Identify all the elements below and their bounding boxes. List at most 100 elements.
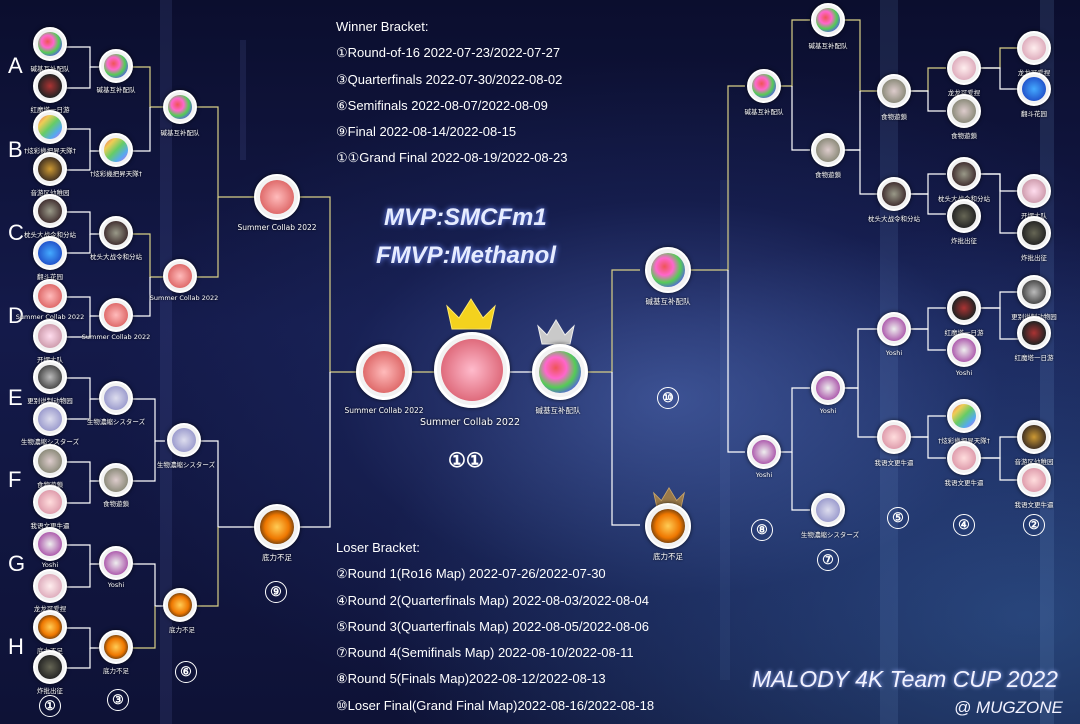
team-name: 碱基互补配队 bbox=[744, 108, 784, 116]
team-avatar[interactable] bbox=[1017, 316, 1051, 350]
team-avatar[interactable] bbox=[33, 360, 67, 394]
team-avatar[interactable] bbox=[99, 463, 133, 497]
team-avatar[interactable] bbox=[99, 133, 133, 167]
team-avatar[interactable] bbox=[645, 247, 691, 293]
team-avatar[interactable] bbox=[33, 485, 67, 519]
team-avatar[interactable] bbox=[947, 157, 981, 191]
team-avatar[interactable] bbox=[947, 399, 981, 433]
team-name: 底力不足 bbox=[262, 553, 292, 562]
team-avatar[interactable] bbox=[811, 371, 845, 405]
team-avatar[interactable] bbox=[99, 546, 133, 580]
team-name: 我语文更牛逼 bbox=[30, 522, 70, 530]
team-avatar[interactable] bbox=[163, 259, 197, 293]
team-avatar[interactable] bbox=[254, 174, 300, 220]
schedule-row: ⑥Semifinals 2022-08-07/2022-08-09 bbox=[336, 97, 548, 113]
team-name: 碱基互补配队 bbox=[645, 297, 691, 306]
team-name: 我语文更牛逼 bbox=[1014, 501, 1054, 509]
team-name: 音游区幼稚园 bbox=[1014, 458, 1054, 466]
team-name: Yoshi bbox=[819, 407, 837, 415]
team-avatar[interactable] bbox=[811, 493, 845, 527]
team-avatar[interactable] bbox=[167, 423, 201, 457]
team-name: 生物濃縮シスターズ bbox=[86, 418, 146, 426]
team-avatar[interactable] bbox=[33, 402, 67, 436]
team-avatar[interactable] bbox=[947, 441, 981, 475]
team-avatar[interactable] bbox=[811, 3, 845, 37]
team-avatar[interactable] bbox=[1017, 275, 1051, 309]
team-avatar[interactable] bbox=[1017, 216, 1051, 250]
team-avatar[interactable] bbox=[747, 435, 781, 469]
team-avatar[interactable] bbox=[877, 74, 911, 108]
round-marker-2: ② bbox=[1023, 514, 1045, 536]
schedule-row: ①①Grand Final 2022-08-19/2022-08-23 bbox=[336, 150, 568, 166]
group-letter-g: G bbox=[8, 551, 26, 576]
team-avatar[interactable] bbox=[33, 319, 67, 353]
team-avatar[interactable] bbox=[33, 152, 67, 186]
team-avatar[interactable] bbox=[99, 381, 133, 415]
team-name: 我语文更牛逼 bbox=[874, 459, 914, 467]
team-name: 枕头大战令和分站 bbox=[24, 231, 76, 239]
team-avatar[interactable] bbox=[645, 503, 691, 549]
team-avatar[interactable] bbox=[947, 51, 981, 85]
team-avatar[interactable] bbox=[947, 199, 981, 233]
fmvp-label: FMVP:Methanol bbox=[376, 242, 556, 269]
round-marker-7: ⑦ bbox=[817, 549, 839, 571]
team-avatar[interactable] bbox=[33, 69, 67, 103]
team-avatar[interactable] bbox=[947, 94, 981, 128]
team-name: Summer Collab 2022 bbox=[344, 406, 424, 415]
team-avatar[interactable] bbox=[1017, 174, 1051, 208]
champion-name: Summer Collab 2022 bbox=[419, 417, 521, 428]
team-name: 翻斗花园 bbox=[37, 273, 63, 281]
team-avatar[interactable] bbox=[356, 344, 412, 400]
team-name: Yoshi bbox=[755, 471, 773, 479]
team-avatar[interactable] bbox=[99, 630, 133, 664]
team-name: 生物濃縮シスターズ bbox=[20, 438, 80, 446]
team-avatar[interactable] bbox=[747, 69, 781, 103]
champion-avatar[interactable] bbox=[434, 332, 510, 408]
team-avatar[interactable] bbox=[33, 610, 67, 644]
team-avatar[interactable] bbox=[33, 650, 67, 684]
team-avatar[interactable] bbox=[877, 312, 911, 346]
team-avatar[interactable] bbox=[163, 90, 197, 124]
team-name: Summer Collab 2022 bbox=[237, 223, 317, 232]
gold-crown-icon bbox=[446, 298, 496, 330]
round-marker-11: ①① bbox=[448, 450, 484, 472]
team-name: Yoshi bbox=[885, 349, 903, 357]
team-avatar[interactable] bbox=[33, 279, 67, 313]
round-marker-3: ③ bbox=[107, 689, 129, 711]
team-avatar[interactable] bbox=[99, 216, 133, 250]
team-avatar[interactable] bbox=[1017, 463, 1051, 497]
team-avatar[interactable] bbox=[1017, 420, 1051, 454]
team-avatar[interactable] bbox=[1017, 72, 1051, 106]
team-avatar[interactable] bbox=[99, 298, 133, 332]
team-avatar[interactable] bbox=[33, 194, 67, 228]
team-avatar[interactable] bbox=[532, 344, 588, 400]
team-avatar[interactable] bbox=[947, 291, 981, 325]
bg-stripe bbox=[720, 180, 730, 680]
team-name: 底力不足 bbox=[169, 626, 195, 634]
team-avatar[interactable] bbox=[811, 133, 845, 167]
schedule-row: ⑦Round 4(Semifinals Map) 2022-08-10/2022… bbox=[336, 645, 634, 661]
team-name: 翻斗花园 bbox=[1021, 110, 1047, 118]
team-name: 更别说制动物园 bbox=[27, 397, 73, 405]
schedule-row: ⑧Round 5(Finals Map)2022-08-12/2022-08-1… bbox=[336, 671, 606, 687]
team-avatar[interactable] bbox=[33, 444, 67, 478]
team-avatar[interactable] bbox=[33, 527, 67, 561]
bg-stripe bbox=[160, 0, 172, 724]
team-avatar[interactable] bbox=[1017, 31, 1051, 65]
team-avatar[interactable] bbox=[33, 110, 67, 144]
group-letter-h: H bbox=[8, 634, 24, 659]
team-name: 生物濃縮シスターズ bbox=[156, 461, 216, 469]
team-avatar[interactable] bbox=[254, 504, 300, 550]
team-avatar[interactable] bbox=[33, 27, 67, 61]
team-name: 碱基互补配队 bbox=[808, 42, 848, 50]
team-avatar[interactable] bbox=[947, 333, 981, 367]
team-avatar[interactable] bbox=[33, 569, 67, 603]
team-name: 红魔塔一日游 bbox=[1014, 354, 1054, 362]
team-avatar[interactable] bbox=[877, 420, 911, 454]
team-name: 炸批出征 bbox=[951, 237, 977, 245]
team-avatar[interactable] bbox=[877, 177, 911, 211]
team-avatar[interactable] bbox=[99, 49, 133, 83]
bg-stripe bbox=[240, 40, 246, 160]
team-avatar[interactable] bbox=[163, 588, 197, 622]
team-avatar[interactable] bbox=[33, 236, 67, 270]
